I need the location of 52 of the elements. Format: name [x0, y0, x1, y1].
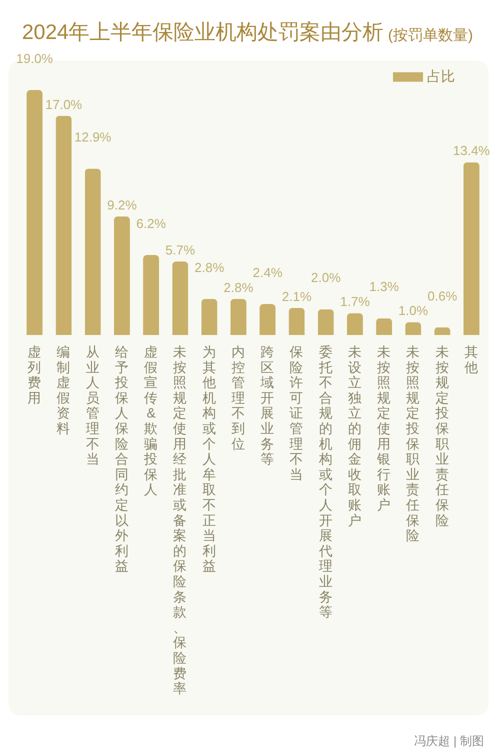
data-label: 2.1%	[282, 288, 312, 304]
bar	[260, 304, 276, 335]
data-label: 2.8%	[194, 260, 225, 275]
bar	[56, 116, 72, 335]
x-tick-label: 跨区域开展业务等	[260, 344, 275, 467]
chart-subtitle: (按罚单数量)	[388, 27, 474, 44]
x-tick-label: 虚列费用	[28, 344, 42, 406]
bar	[463, 162, 480, 335]
category-label: 未按照规定使用银行账户	[377, 344, 392, 512]
bar	[434, 327, 450, 335]
category-label: 未按照规定投保职业责任保险	[406, 344, 420, 544]
bar	[376, 318, 392, 335]
data-label: 1.7%	[340, 294, 370, 310]
legend-label: 占比	[427, 68, 455, 84]
category-label: 委托不合规的机构或个人开展代理业务等	[318, 344, 333, 620]
bar	[288, 308, 305, 335]
bar	[346, 313, 363, 335]
bar	[114, 216, 130, 335]
data-label: 13.4%	[453, 143, 490, 158]
data-label: 1.3%	[369, 279, 400, 294]
bar	[201, 298, 218, 335]
bar	[26, 90, 43, 335]
data-label: 17.0%	[45, 96, 83, 112]
category-label: 为其他机构或个人牟取不正当利益	[202, 344, 216, 574]
data-label: 0.6%	[427, 288, 458, 304]
bar	[84, 168, 101, 335]
x-tick-label: 其他	[464, 344, 478, 375]
data-label: 9.2%	[107, 197, 138, 212]
bar	[405, 322, 422, 335]
category-label: 未按照规定使用经批准或备案的保险条款、保险费率	[173, 344, 188, 696]
x-tick-label: 从业人员管理不当	[86, 344, 100, 467]
data-label: 19.0%	[16, 51, 54, 66]
x-tick-label: 编制虚假资料	[56, 344, 71, 436]
bar	[230, 298, 246, 335]
category-label: 未设立独立的佣金收取账户	[348, 344, 362, 528]
text: 冯庆超 | 制图	[414, 734, 484, 748]
data-label: 2.0%	[310, 270, 342, 286]
category-label: 虚假宣传&欺骗投保人	[144, 344, 158, 498]
data-label: 12.9%	[74, 130, 112, 145]
category-label: 给予投保人保险合同约定以外利益	[114, 344, 129, 574]
x-tick-label: 内控管理不到位	[231, 344, 246, 452]
data-label: 6.2%	[136, 216, 166, 232]
bar	[318, 309, 334, 335]
category-label: 未按规定投保职业责任保险	[435, 344, 450, 528]
data-label: 2.4%	[252, 265, 283, 280]
data-label: 1.0%	[398, 303, 428, 318]
data-label: 5.7%	[165, 242, 196, 258]
data-label: 2.8%	[224, 280, 254, 295]
chart-title: 2024年上半年保险业机构处罚案由分析	[22, 20, 384, 44]
bar	[143, 255, 160, 335]
bar	[172, 262, 188, 335]
category-label: 保险许可证管理不当	[290, 344, 304, 482]
